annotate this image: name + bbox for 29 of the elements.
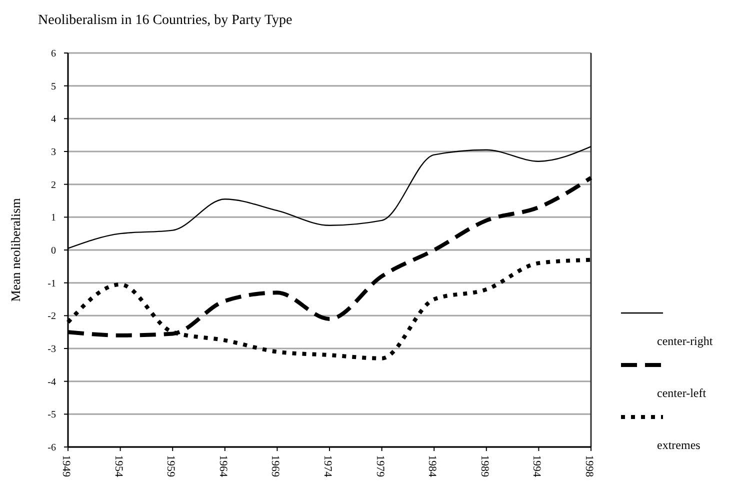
- x-tick-label: 1949: [60, 455, 72, 478]
- y-tick-label: 4: [51, 114, 56, 126]
- y-tick-label: -2: [48, 311, 56, 322]
- x-tick-label: 1989: [478, 455, 490, 478]
- text: extremes: [657, 438, 701, 452]
- y-tick-label: 5: [51, 81, 56, 92]
- y-tick-label: -3: [48, 344, 56, 355]
- x-tick-label: 1959: [164, 455, 177, 478]
- x-tick-label: 1954: [112, 455, 124, 478]
- x-tick-label: 1984: [426, 455, 438, 478]
- y-tick-label: -6: [48, 442, 56, 454]
- y-tick-label: -4: [48, 376, 56, 388]
- text: center-left: [657, 386, 707, 400]
- x-tick-label: 1974: [322, 455, 334, 478]
- x-tick-label: 1964: [216, 455, 229, 478]
- y-tick-label: -5: [48, 410, 56, 421]
- y-tick-label: -1: [48, 278, 56, 290]
- x-tick-label: 1994: [530, 455, 543, 478]
- y-tick-label: 6: [51, 48, 56, 60]
- y-tick-label: 3: [51, 147, 56, 158]
- x-tick-label: 1979: [374, 455, 386, 478]
- y-tick-label: 2: [51, 180, 56, 191]
- x-tick-label: 1998: [583, 455, 595, 478]
- x-tick-label: 1969: [269, 455, 282, 478]
- text: center-right: [657, 334, 714, 348]
- y-tick-label: 1: [51, 212, 56, 224]
- chart-title: Neoliberalism in 16 Countries, by Party Type: [38, 13, 292, 28]
- y-tick-label: 0: [51, 246, 56, 256]
- y-axis-title: Mean neoliberalism: [8, 198, 23, 302]
